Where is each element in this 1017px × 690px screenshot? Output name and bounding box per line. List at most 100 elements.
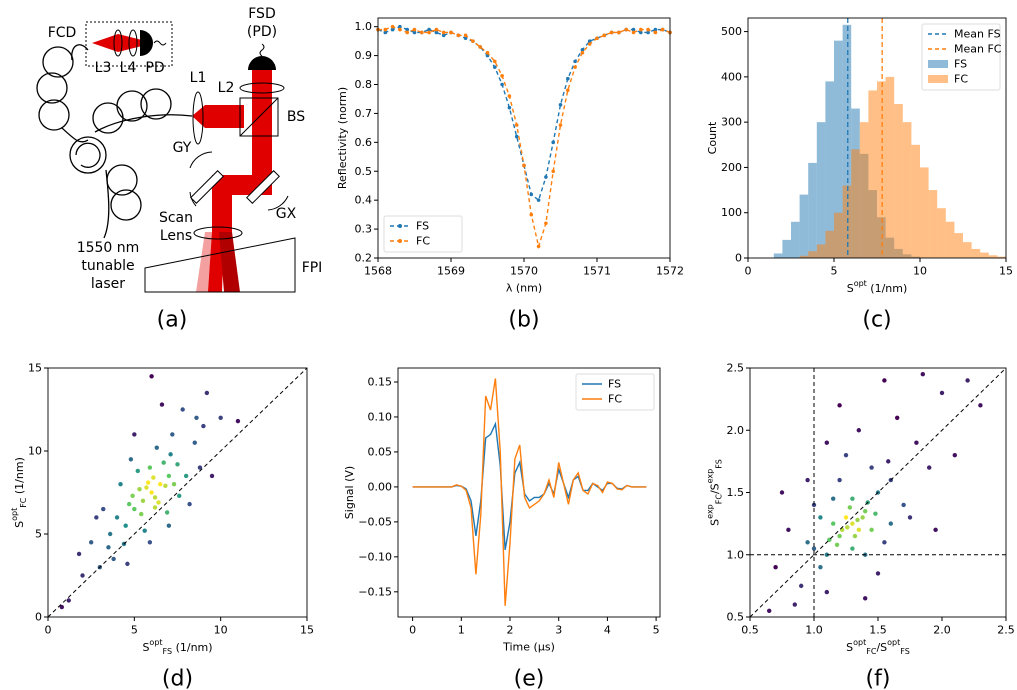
label-part: FS — [163, 647, 173, 656]
point — [192, 440, 197, 445]
x-tick-label: 1 — [458, 624, 465, 637]
panel: 0 5 10 15 0 5 10 15 — [28, 362, 314, 637]
point — [544, 221, 548, 226]
bar — [928, 190, 938, 258]
point — [485, 50, 490, 55]
point — [805, 540, 810, 545]
bar — [868, 90, 877, 259]
point — [156, 500, 161, 505]
diagonal — [749, 367, 1007, 618]
diagram-label: BS — [287, 109, 305, 125]
point — [529, 212, 534, 217]
point — [434, 27, 439, 32]
point — [235, 418, 241, 424]
axis-label: Time (μs) — [502, 641, 555, 654]
y-tick-label: −0.05 — [358, 515, 392, 528]
label-part: opt — [853, 638, 866, 647]
x-tick-label: 1569 — [437, 265, 465, 278]
point — [171, 482, 177, 487]
point — [792, 602, 797, 607]
diagram-label: FCD — [48, 25, 77, 41]
panel-label: (f) — [866, 667, 891, 690]
point — [126, 501, 132, 507]
point — [88, 540, 94, 545]
bar — [773, 253, 783, 258]
point — [933, 527, 938, 533]
axis-label: Reflectivity (norm) — [336, 87, 349, 189]
axis-label: SoptFC/SoptFS — [846, 638, 910, 656]
point — [852, 533, 858, 539]
y-tick-label: 500 — [721, 25, 742, 38]
y-tick-label: 0.8 — [355, 78, 373, 91]
point — [125, 561, 130, 567]
point — [522, 163, 526, 168]
label-part: (1/nm) — [867, 282, 907, 295]
wire — [259, 43, 265, 57]
label-part: S — [13, 521, 26, 528]
point — [471, 39, 475, 43]
point — [850, 521, 855, 526]
y-tick-label: 100 — [721, 206, 742, 219]
point — [860, 515, 865, 520]
point — [383, 30, 388, 35]
point — [405, 27, 410, 32]
point — [580, 48, 585, 52]
point — [158, 482, 163, 487]
x-tick-label: 1571 — [583, 265, 611, 278]
point — [493, 65, 497, 69]
point — [888, 521, 893, 526]
diagram-label: PD — [145, 60, 164, 76]
bar — [894, 104, 903, 258]
x-tick-label: 0 — [45, 624, 52, 637]
bar — [799, 255, 809, 258]
bar — [859, 122, 869, 258]
x-tick-label: 1568 — [364, 265, 392, 278]
point — [139, 511, 144, 517]
y-tick-label: 10 — [28, 445, 42, 458]
label-part: opt — [10, 508, 19, 521]
panel: 0 5 10 15 0 100 200 300 400 500 — [721, 17, 1013, 278]
bar — [902, 122, 912, 258]
point — [566, 88, 570, 93]
point — [799, 583, 804, 589]
point — [170, 432, 175, 437]
bar — [808, 162, 817, 258]
point — [111, 556, 116, 562]
point — [194, 415, 199, 420]
point — [390, 24, 395, 29]
label-part: FS — [900, 647, 910, 656]
wire — [153, 40, 167, 46]
label-part: opt — [887, 638, 900, 647]
point — [824, 552, 829, 557]
axes-frame — [47, 367, 308, 618]
y-tick-label: 15 — [28, 362, 42, 375]
x-tick-label: 2 — [507, 624, 514, 637]
point — [856, 527, 861, 533]
x-tick-label: 0 — [409, 624, 416, 637]
legend-box — [575, 373, 655, 411]
point — [168, 452, 173, 457]
legend: FS FC — [575, 373, 655, 411]
point — [137, 486, 142, 492]
x-tick-label: 3 — [555, 624, 562, 637]
point — [383, 27, 388, 32]
point — [907, 515, 913, 520]
point — [653, 27, 658, 32]
point — [536, 244, 541, 249]
point — [536, 198, 541, 202]
axis-label: Signal (V) — [343, 466, 356, 519]
point — [639, 27, 643, 32]
point — [856, 428, 861, 433]
beam — [192, 105, 244, 128]
point — [128, 457, 134, 462]
point — [152, 505, 158, 510]
bar — [920, 167, 929, 258]
axis-label: SoptFC (1/nm) — [10, 457, 28, 528]
fiber — [36, 44, 193, 239]
fcd-box — [85, 21, 173, 67]
bar — [834, 212, 843, 258]
point — [587, 39, 592, 43]
y-tick-label: 1.0 — [355, 20, 373, 33]
point — [166, 523, 172, 528]
point — [59, 604, 65, 610]
